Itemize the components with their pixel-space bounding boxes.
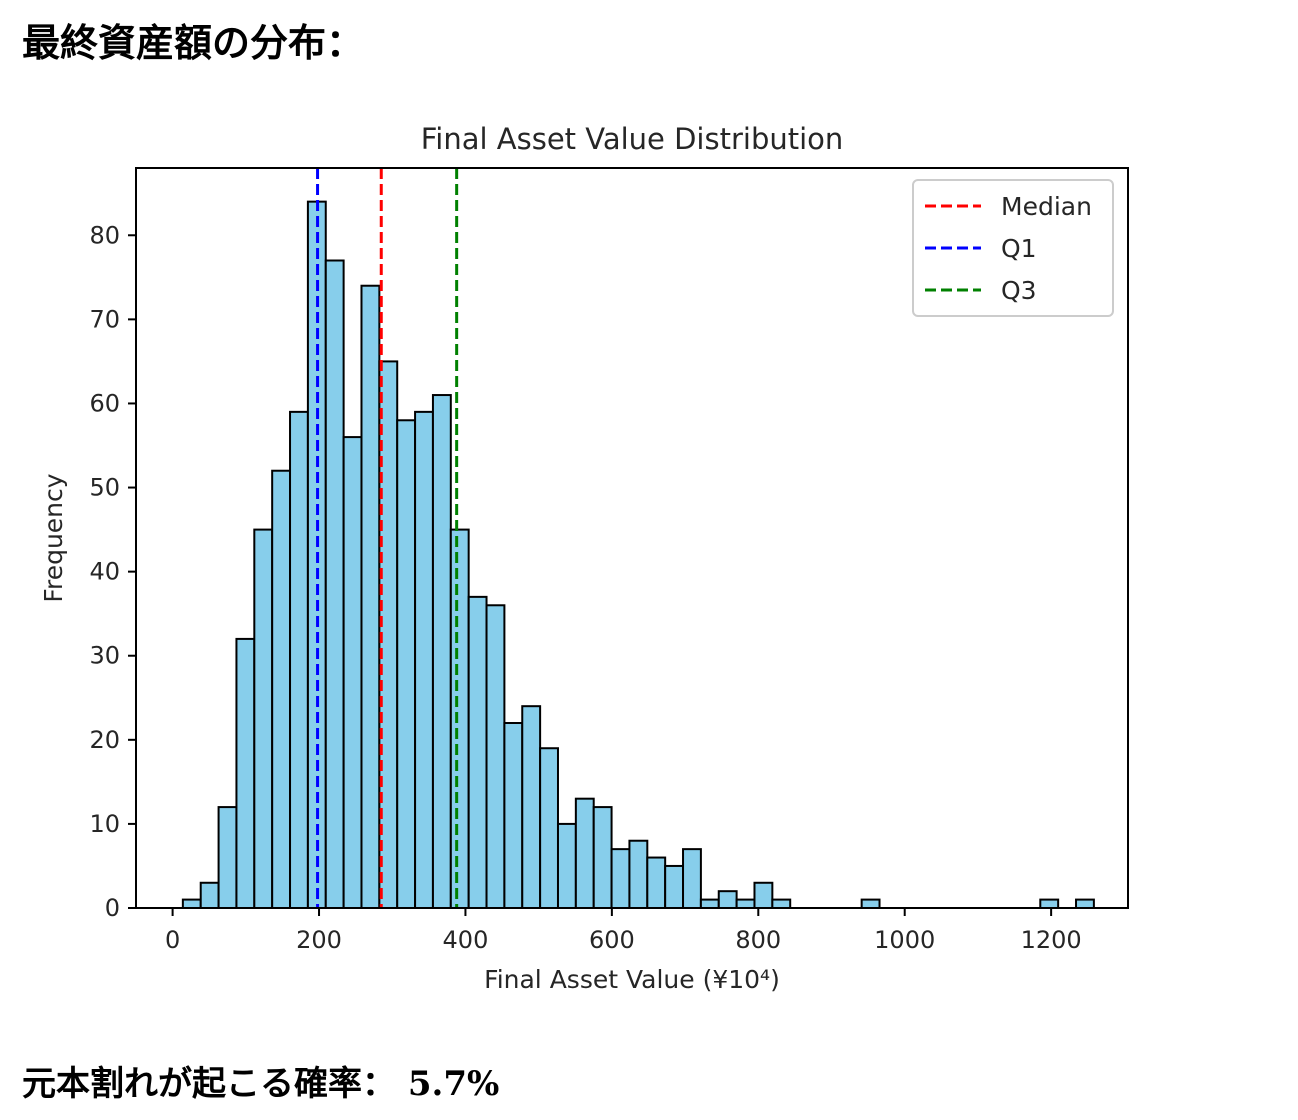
x-tick-label: 0 (165, 926, 180, 954)
histogram-bar (1075, 898, 1095, 909)
histogram-bar (682, 848, 702, 909)
y-axis-label: Frequency (39, 473, 68, 602)
x-tick-label: 800 (735, 926, 781, 954)
x-tick-label: 200 (296, 926, 342, 954)
histogram-bar (735, 898, 756, 909)
legend-label-q3: Q3 (1001, 276, 1037, 305)
chart-svg: 0 200 400 600 800 1000 1200 0 10 20 30 40 50 60 70 80 Fi… (39, 122, 1129, 994)
histogram-bar (181, 898, 202, 909)
histogram-bar (539, 747, 559, 910)
histogram-bar (342, 436, 363, 909)
histogram-bar (485, 604, 506, 909)
histogram-bar (467, 595, 488, 909)
histogram-bar (360, 284, 381, 909)
histogram-bar (771, 898, 792, 909)
histogram-bar (610, 848, 631, 909)
y-tick-label: 10 (89, 810, 120, 838)
legend-label-q1: Q1 (1001, 234, 1037, 263)
histogram-bar (521, 705, 542, 909)
y-tick-label: 50 (89, 474, 120, 502)
histogram-bar (753, 881, 774, 909)
principal-loss-value: 5.7% (407, 1064, 500, 1104)
y-tick-label: 80 (89, 221, 120, 249)
histogram-bar (396, 419, 417, 909)
histogram-bar (431, 394, 452, 909)
x-tick-label: 600 (589, 926, 635, 954)
histogram-bar (664, 864, 685, 909)
principal-loss-label: 元本割れが起こる確率： (22, 1064, 396, 1104)
histogram-bar (592, 806, 613, 909)
histogram-bar (414, 410, 434, 909)
histogram-bar (253, 528, 274, 909)
y-tick-label: 20 (89, 726, 120, 754)
histogram-bar (699, 898, 720, 909)
histogram-bar (217, 806, 238, 909)
legend-box (912, 179, 1114, 317)
plot-frame (135, 167, 1129, 909)
histogram-bar (628, 839, 649, 910)
histogram-bar (324, 259, 345, 909)
histogram-bar (449, 528, 470, 909)
histogram-bar (271, 469, 292, 909)
histogram-chart: 0 200 400 600 800 1000 1200 0 10 20 30 40 50 60 70 80 Fi… (0, 100, 1298, 1020)
histogram-bar (574, 797, 595, 910)
y-tick-label: 0 (105, 894, 120, 922)
chart-title: Final Asset Value Distribution (421, 122, 844, 156)
x-tick-label: 1200 (1021, 926, 1082, 954)
histogram-bar (860, 898, 881, 909)
x-tick-label: 1000 (874, 926, 935, 954)
principal-loss-probability: 元本割れが起こる確率： 5.7% (22, 1056, 499, 1105)
x-tick-label: 400 (443, 926, 489, 954)
y-tick-label: 30 (89, 642, 120, 670)
histogram-bar (646, 856, 667, 910)
y-tick-label: 60 (89, 389, 120, 417)
x-axis-label: Final Asset Value (¥10⁴) (484, 965, 780, 994)
page-title: 最終資産額の分布： (22, 20, 365, 65)
histogram-bar (289, 410, 309, 909)
histogram-bar (1039, 898, 1060, 909)
histogram-bar (556, 822, 577, 910)
histogram-bar (235, 637, 256, 910)
y-tick-label: 70 (89, 305, 120, 333)
y-tick-label: 40 (89, 558, 120, 586)
legend-label-median: Median (1001, 192, 1092, 221)
histogram-bar (199, 881, 220, 909)
histogram-bar (503, 722, 524, 909)
histogram-bar (717, 890, 738, 910)
